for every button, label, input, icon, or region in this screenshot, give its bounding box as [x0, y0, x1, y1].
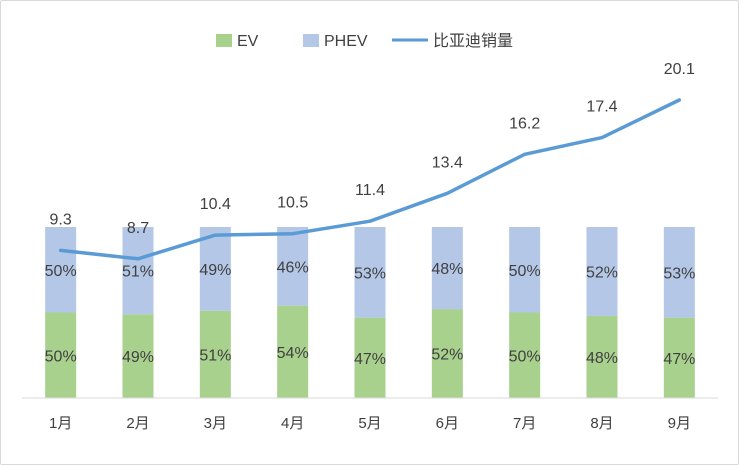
bar-label-phev: 51%: [122, 264, 154, 281]
bar-label-ev: 47%: [354, 351, 386, 368]
bar-phev: [122, 227, 154, 315]
bar-label-phev: 52%: [586, 264, 618, 281]
x-tick-label: 2月: [126, 415, 149, 432]
bar-label-ev: 54%: [277, 345, 309, 362]
bar-ev: [277, 305, 309, 398]
x-tick-label: 9月: [668, 415, 691, 432]
x-tick-label: 4月: [281, 415, 304, 432]
bar-ev: [122, 314, 154, 398]
bar-label-ev: 47%: [663, 351, 695, 368]
bar-ev: [663, 317, 695, 398]
line-data-label: 8.7: [127, 220, 149, 237]
legend-label-0: EV: [237, 33, 259, 50]
line-data-label: 17.4: [586, 99, 617, 116]
x-tick-label: 6月: [436, 415, 459, 432]
x-axis-tick-labels: 1月 2月 3月 4月 5月 6月 7月 8月 9月: [49, 415, 691, 432]
bar-label-phev: 53%: [354, 265, 386, 282]
bar-phev: [586, 227, 618, 316]
line-data-label: 16.2: [509, 115, 540, 132]
x-tick-label: 5月: [358, 415, 381, 432]
line-data-labels: 9.3 8.7 10.4 10.5 11.4 13.4 16.2 17.4 20.1: [50, 61, 695, 237]
line-data-label: 9.3: [50, 211, 72, 228]
legend-label-2: 比亚迪销量: [433, 32, 513, 50]
bar-label-ev: 52%: [431, 347, 463, 364]
legend-swatch-1: [303, 34, 319, 47]
x-tick-label: 7月: [513, 415, 536, 432]
sales-line: [58, 98, 682, 261]
bar-label-phev: 53%: [663, 265, 695, 282]
bar-phev: [509, 227, 541, 313]
bar-label-phev: 49%: [199, 262, 231, 279]
line-data-label: 11.4: [355, 182, 385, 199]
bar-phev: [277, 227, 309, 306]
x-tick-label: 1月: [49, 415, 72, 432]
line-data-label: 10.5: [277, 195, 308, 212]
bar-labels: 50% 50% 49% 51% 51% 49% 54% 46% 47% 53% 52% 48% 50% 5…: [45, 259, 696, 367]
bar-label-phev: 50%: [45, 263, 77, 280]
bar-label-ev: 50%: [45, 348, 77, 365]
bar-phev: [663, 227, 695, 318]
bar-label-ev: 48%: [586, 350, 618, 367]
bar-label-phev: 46%: [277, 259, 309, 276]
line-data-label: 13.4: [432, 154, 463, 171]
bar-label-phev: 50%: [509, 263, 541, 280]
line-data-label: 10.4: [200, 196, 231, 213]
bar-phev: [199, 227, 231, 311]
bar-ev: [199, 310, 231, 398]
legend-label-1: PHEV: [324, 33, 368, 50]
bar-ev: [354, 317, 386, 398]
bars: [45, 227, 695, 398]
bar-phev: [45, 227, 77, 313]
bar-ev: [45, 312, 77, 398]
legend: EV PHEV 比亚迪销量: [216, 32, 513, 50]
bar-label-ev: 51%: [199, 347, 231, 364]
bar-label-phev: 48%: [431, 261, 463, 278]
bar-label-ev: 49%: [122, 349, 154, 366]
legend-swatch-0: [216, 34, 232, 47]
bar-ev: [431, 309, 463, 398]
x-tick-label: 3月: [204, 415, 227, 432]
line-data-label: 20.1: [664, 61, 695, 78]
bar-ev: [509, 312, 541, 398]
x-tick-label: 8月: [590, 415, 613, 432]
bar-label-ev: 50%: [509, 348, 541, 365]
bar-phev: [354, 227, 386, 318]
bar-phev: [431, 227, 463, 310]
bar-ev: [586, 315, 618, 398]
sales-line-series: [58, 98, 682, 261]
